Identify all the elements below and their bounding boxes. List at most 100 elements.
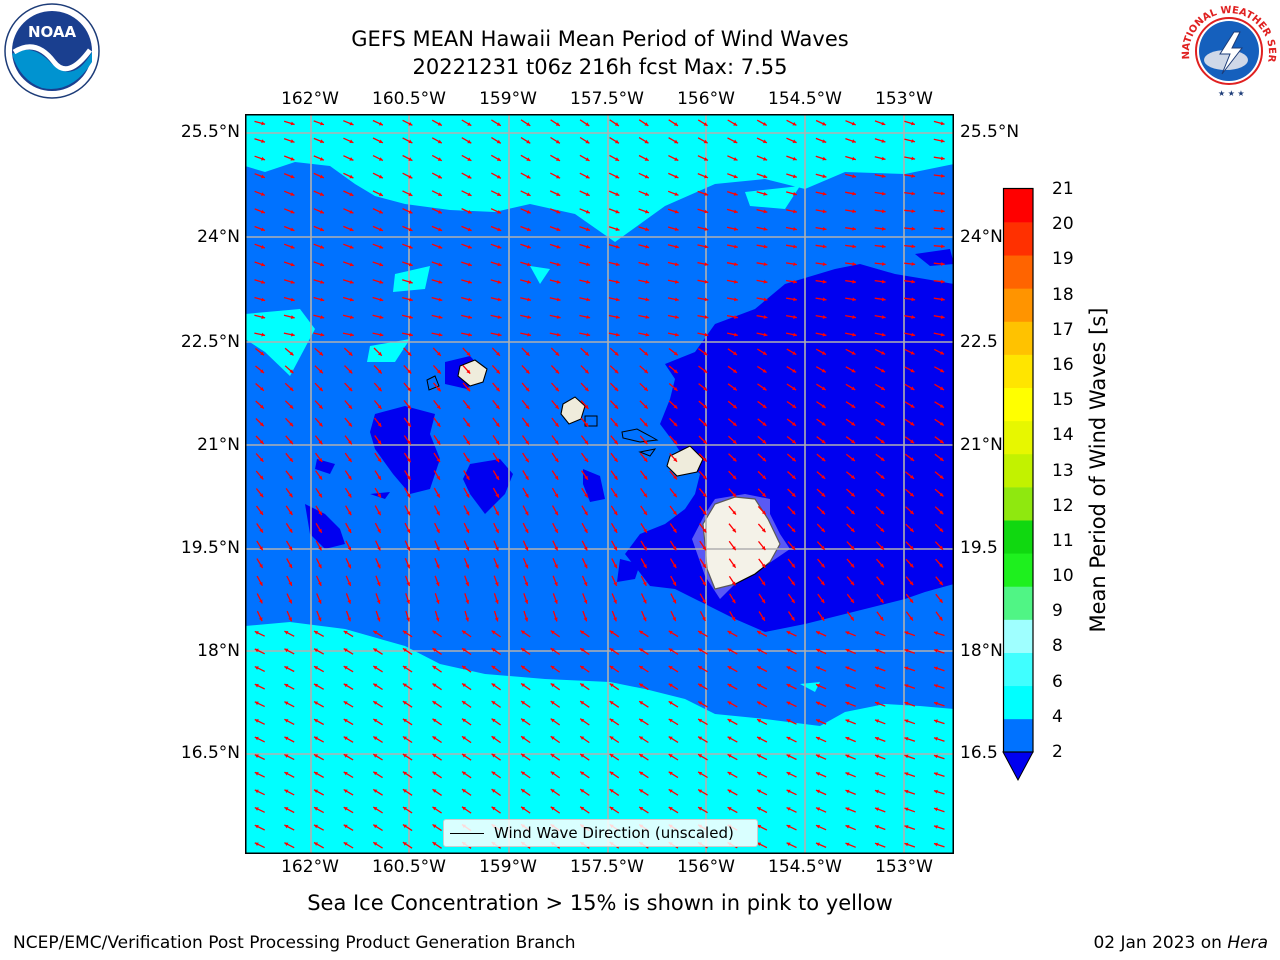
wind-arrow-head: [438, 192, 442, 196]
wind-arrow-head: [407, 440, 411, 445]
wind-arrow-head: [880, 563, 884, 568]
wind-arrow-head: [348, 440, 352, 445]
wind-arrow-head: [793, 209, 797, 214]
wind-arrow-head: [791, 545, 796, 550]
wind-arrow-head: [525, 458, 529, 463]
map-panel: [245, 114, 954, 854]
wind-arrow-head: [822, 121, 827, 126]
wind-arrow-head: [668, 789, 673, 793]
wind-arrow-head: [584, 440, 589, 445]
wind-arrow-head: [643, 493, 647, 498]
colorbar-tick-14: 14: [1052, 425, 1074, 446]
wind-arrow-head: [376, 617, 381, 622]
wind-arrow-head: [320, 262, 324, 267]
wind-arrow-head: [757, 666, 762, 670]
wind-arrow-head: [373, 771, 378, 776]
wind-arrow-head: [852, 332, 856, 337]
wind-arrow-head: [727, 631, 732, 635]
wind-arrow-head: [645, 209, 649, 214]
wind-arrow-head: [555, 122, 560, 126]
wind-arrow-head: [851, 439, 855, 444]
wind-arrow-head: [550, 806, 555, 811]
wind-arrow-head: [373, 754, 378, 758]
wind-arrow-head: [910, 457, 915, 461]
wind-arrow-head: [673, 440, 678, 444]
wind-arrow-head: [438, 210, 442, 214]
wind-arrow-head: [554, 475, 559, 480]
wind-arrow-head: [290, 174, 295, 179]
wind-arrow-head: [875, 825, 879, 829]
wind-arrow-head: [580, 683, 585, 688]
wind-arrow-head: [550, 648, 555, 652]
wind-arrow-head: [703, 422, 707, 427]
wind-arrow-head: [343, 648, 348, 652]
wind-arrow-head: [673, 493, 677, 498]
wind-arrow-head: [556, 209, 561, 214]
wind-arrow-head: [554, 599, 558, 604]
wind-arrow-head: [727, 807, 732, 811]
wind-arrow-head: [349, 210, 354, 214]
wind-arrow-head: [289, 351, 294, 356]
lon-tick-top-2: 160.5°W: [372, 89, 446, 109]
wind-arrow-head: [845, 631, 850, 635]
lon-tick-top-5: 156°W: [677, 89, 735, 109]
wind-arrow-head: [792, 368, 797, 373]
wind-arrow-head: [402, 701, 407, 705]
wind-arrow-head: [467, 280, 472, 284]
wind-arrow-head: [762, 492, 766, 497]
wind-arrow-head: [609, 683, 614, 688]
wind-arrow-head: [348, 387, 353, 392]
colorbar-tick-15: 15: [1052, 390, 1074, 411]
wind-arrow-head: [791, 616, 795, 621]
wind-arrow-head: [881, 156, 886, 161]
wind-arrow-head: [668, 736, 673, 741]
wind-arrow-head: [525, 351, 530, 356]
wind-arrow-head: [408, 245, 413, 249]
wind-arrow-head: [432, 736, 437, 740]
wind-arrow-head: [491, 789, 496, 793]
wind-arrow-head: [761, 546, 766, 550]
credit-host: Hera: [1227, 933, 1268, 953]
wind-arrow-head: [527, 315, 531, 319]
wind-arrow-head: [940, 332, 945, 337]
wind-arrow-head: [910, 368, 915, 373]
wind-arrow-head: [261, 315, 266, 319]
wind-arrow-head: [259, 510, 263, 515]
wind-arrow-head: [816, 648, 820, 653]
wind-arrow-head: [288, 617, 292, 622]
wind-arrow-head: [320, 139, 324, 143]
colorbar-tick-4: 4: [1052, 706, 1063, 727]
wind-arrow-head: [704, 315, 709, 319]
wind-arrow-head: [580, 806, 585, 811]
wind-arrow-head: [521, 806, 526, 811]
wind-arrow-head: [432, 754, 437, 758]
wind-arrow-head: [734, 332, 738, 337]
wind-arrow-head: [702, 510, 707, 515]
wind-arrow-head: [733, 157, 738, 161]
wind-arrow-head: [674, 315, 679, 319]
wind-arrow-head: [904, 789, 909, 794]
wind-arrow-head: [645, 262, 650, 267]
wind-arrow-head: [491, 736, 496, 740]
wind-arrow-head: [288, 564, 292, 569]
wind-arrow-head: [940, 297, 945, 302]
wind-arrow-head: [642, 617, 647, 622]
wind-arrow-head: [762, 386, 767, 391]
wind-arrow-head: [462, 701, 466, 705]
colorbar-under-extension: [1002, 751, 1034, 782]
wind-arrow-head: [284, 719, 289, 723]
wind-arrow-head: [911, 332, 916, 337]
wind-arrow-head: [763, 192, 768, 196]
wind-arrow-head: [791, 422, 796, 426]
wind-arrow-head: [939, 404, 944, 408]
wind-arrow-head: [432, 683, 437, 688]
wind-arrow-head: [880, 386, 885, 390]
wind-arrow-head: [436, 458, 440, 463]
wind-arrow-head: [938, 616, 943, 621]
wind-arrow-head: [674, 262, 679, 267]
wind-arrow-head: [254, 736, 259, 741]
wind-arrow-head: [284, 684, 289, 688]
wind-arrow-head: [672, 617, 676, 622]
lon-tick-top-1: 162°W: [281, 89, 339, 109]
wind-arrow-head: [642, 599, 647, 604]
